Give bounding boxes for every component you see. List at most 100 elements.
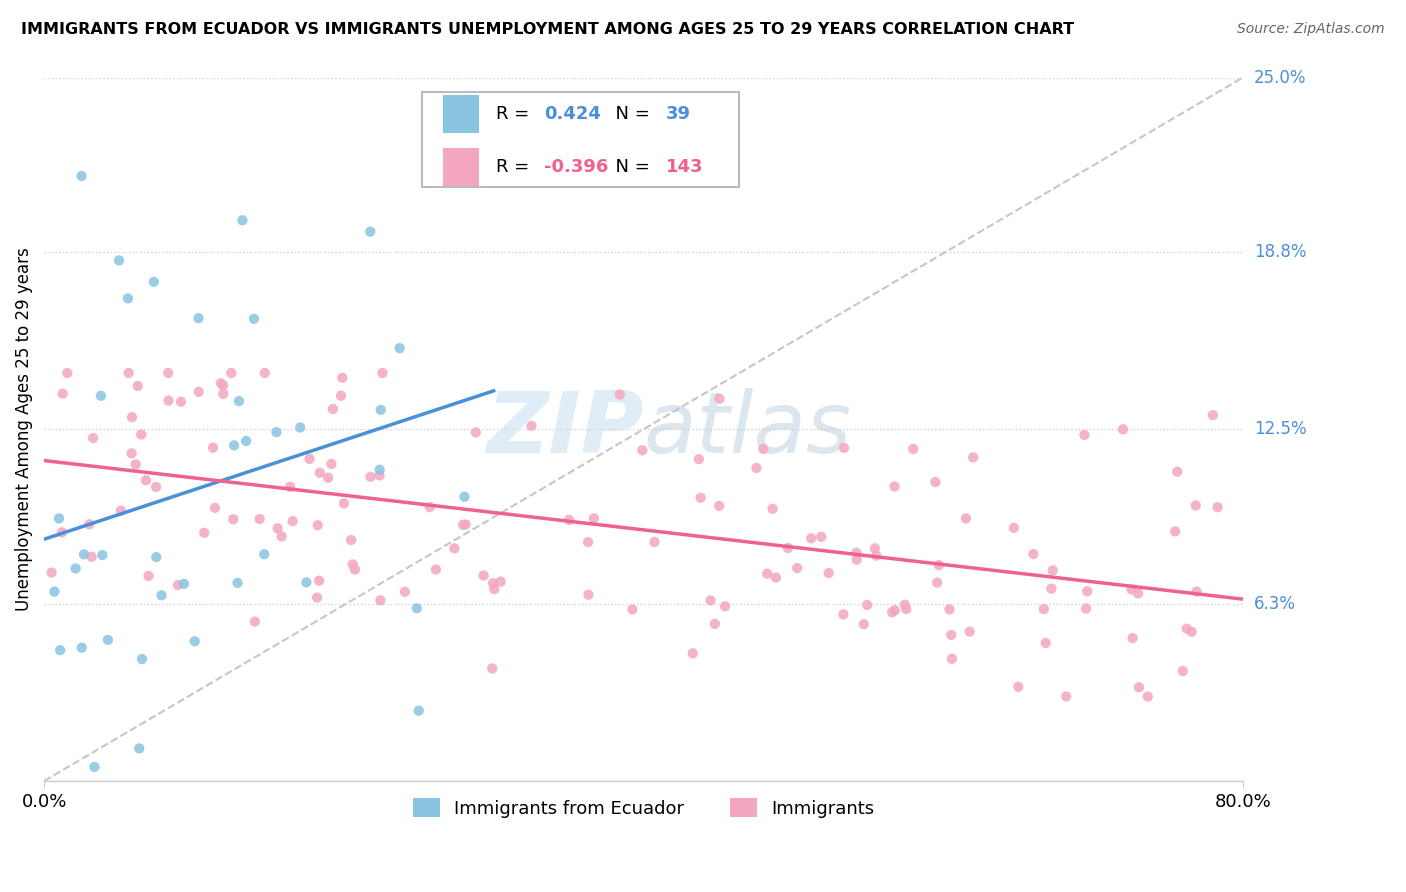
Point bbox=[359, 225, 381, 239]
Point bbox=[489, 574, 512, 589]
Point bbox=[145, 550, 167, 565]
Point bbox=[135, 473, 157, 487]
Point bbox=[41, 566, 63, 580]
Point bbox=[709, 392, 731, 406]
Point bbox=[308, 574, 330, 588]
Point bbox=[1022, 547, 1045, 561]
Point bbox=[80, 549, 103, 564]
Point bbox=[125, 458, 148, 472]
Point bbox=[333, 496, 356, 510]
Text: Source: ZipAtlas.com: Source: ZipAtlas.com bbox=[1237, 22, 1385, 37]
Point bbox=[56, 366, 79, 380]
Point bbox=[228, 394, 250, 409]
Point bbox=[845, 546, 868, 560]
Point bbox=[464, 425, 486, 440]
Point bbox=[305, 591, 328, 605]
Point bbox=[865, 549, 887, 563]
Text: N =: N = bbox=[605, 105, 655, 123]
Point bbox=[765, 570, 787, 584]
Point bbox=[959, 624, 981, 639]
Point bbox=[882, 605, 904, 619]
Point bbox=[481, 661, 503, 675]
Point bbox=[405, 601, 427, 615]
Point bbox=[1054, 690, 1077, 704]
Point bbox=[472, 568, 495, 582]
Point bbox=[142, 275, 165, 289]
Point bbox=[1040, 582, 1063, 596]
Point bbox=[97, 632, 120, 647]
Point bbox=[582, 511, 605, 525]
Point bbox=[129, 427, 152, 442]
Point bbox=[330, 370, 353, 384]
Text: 25.0%: 25.0% bbox=[1254, 69, 1306, 87]
Point bbox=[278, 480, 301, 494]
Point bbox=[745, 461, 768, 475]
Point bbox=[173, 577, 195, 591]
Point bbox=[714, 599, 737, 614]
Point bbox=[128, 741, 150, 756]
Point bbox=[621, 602, 644, 616]
Point bbox=[1002, 521, 1025, 535]
Point bbox=[938, 602, 960, 616]
Point bbox=[270, 529, 292, 543]
Point bbox=[52, 386, 75, 401]
Point bbox=[941, 652, 963, 666]
Point bbox=[1184, 499, 1206, 513]
Point bbox=[108, 253, 131, 268]
Text: ZIP: ZIP bbox=[486, 388, 644, 471]
Point bbox=[845, 553, 868, 567]
Point bbox=[370, 593, 392, 607]
Point bbox=[266, 521, 288, 535]
Point bbox=[425, 562, 447, 576]
Point bbox=[235, 434, 257, 448]
Point bbox=[832, 441, 855, 455]
Point bbox=[222, 512, 245, 526]
Text: 143: 143 bbox=[666, 158, 704, 176]
Point bbox=[776, 541, 799, 555]
Point bbox=[1202, 408, 1225, 422]
Point bbox=[388, 341, 411, 355]
FancyBboxPatch shape bbox=[422, 92, 740, 186]
Point bbox=[307, 518, 329, 533]
Point bbox=[121, 410, 143, 425]
Point bbox=[903, 442, 925, 456]
Point bbox=[1073, 428, 1095, 442]
Point bbox=[1175, 622, 1198, 636]
Point bbox=[408, 704, 430, 718]
Point bbox=[852, 617, 875, 632]
Point bbox=[91, 548, 114, 562]
Point bbox=[643, 535, 665, 549]
Point bbox=[927, 575, 949, 590]
Point bbox=[90, 389, 112, 403]
Point bbox=[451, 517, 474, 532]
Point bbox=[800, 532, 823, 546]
Point bbox=[253, 366, 276, 380]
Point bbox=[281, 514, 304, 528]
Point bbox=[752, 442, 775, 456]
Point bbox=[1185, 584, 1208, 599]
Text: 6.3%: 6.3% bbox=[1254, 595, 1296, 613]
Point bbox=[131, 652, 153, 666]
Point bbox=[955, 511, 977, 525]
Point bbox=[1136, 690, 1159, 704]
Point bbox=[82, 431, 104, 445]
Text: N =: N = bbox=[605, 158, 655, 176]
Point bbox=[79, 517, 101, 532]
Point bbox=[1164, 524, 1187, 539]
Point bbox=[316, 471, 339, 485]
Point bbox=[1181, 624, 1204, 639]
Point bbox=[322, 401, 344, 416]
Text: 39: 39 bbox=[666, 105, 692, 123]
Point bbox=[121, 446, 143, 460]
Point bbox=[193, 525, 215, 540]
Point bbox=[295, 575, 318, 590]
Point bbox=[1112, 422, 1135, 436]
Point bbox=[44, 584, 66, 599]
Point bbox=[202, 441, 225, 455]
Point bbox=[253, 547, 276, 561]
Point bbox=[453, 490, 475, 504]
Point bbox=[65, 561, 87, 575]
Point bbox=[609, 387, 631, 401]
Point bbox=[371, 366, 394, 380]
Point bbox=[117, 292, 139, 306]
